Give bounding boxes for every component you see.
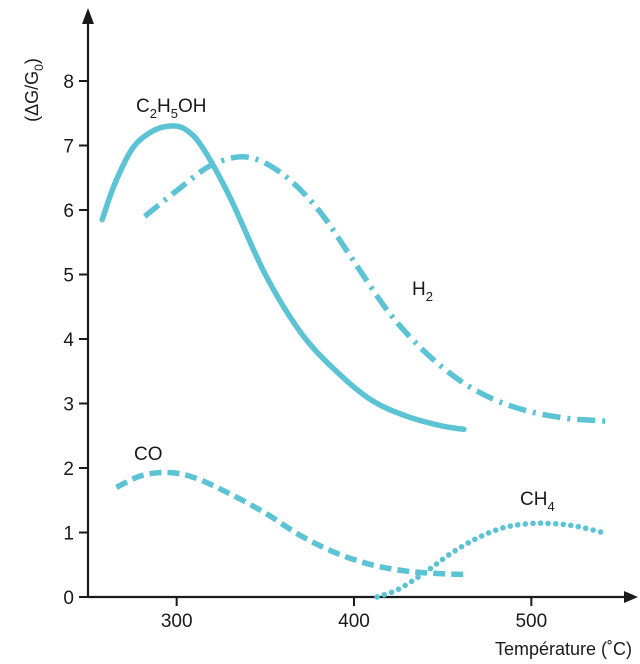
y-tick-label: 6 bbox=[63, 201, 74, 222]
y-tick-label: 8 bbox=[63, 72, 74, 93]
series-line-c2h5oh bbox=[99, 123, 467, 433]
x-tick-label: 500 bbox=[515, 611, 547, 632]
y-tick-label: 7 bbox=[63, 137, 74, 158]
y-tick-label: 2 bbox=[63, 459, 74, 480]
series-line-h2 bbox=[143, 153, 612, 425]
x-tick-label: 400 bbox=[338, 611, 370, 632]
y-tick-label: 0 bbox=[63, 588, 74, 609]
y-tick-label: 1 bbox=[63, 524, 74, 545]
x-tick-label: 300 bbox=[161, 611, 193, 632]
label-co: CO bbox=[134, 444, 163, 465]
y-tick-label: 3 bbox=[63, 395, 74, 416]
y-tick-label: 4 bbox=[63, 330, 74, 351]
x-axis-arrow bbox=[624, 591, 638, 603]
series-layer bbox=[99, 123, 612, 600]
chart-axes: 0 1 2 3 4 5 6 7 8 300 400 500 bbox=[63, 8, 638, 632]
label-h2: H2 bbox=[412, 279, 433, 304]
label-c2h5oh: C2H5OH bbox=[136, 96, 206, 121]
label-ch4: CH4 bbox=[520, 489, 555, 514]
y-axis-title: (ΔG/G0) bbox=[22, 58, 46, 122]
y-tick-label: 5 bbox=[63, 266, 74, 287]
series-line-ch4 bbox=[374, 520, 606, 600]
series-line-co bbox=[115, 469, 464, 578]
y-axis-arrow bbox=[82, 8, 94, 24]
x-axis-title: Température (˚C) bbox=[495, 639, 632, 659]
